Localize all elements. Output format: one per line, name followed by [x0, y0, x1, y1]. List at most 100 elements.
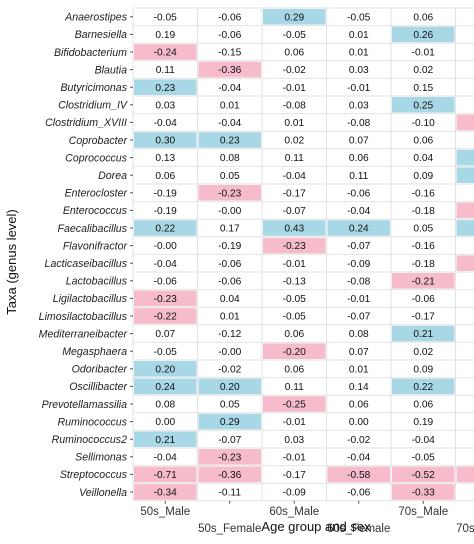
taxon-label: Veillonella: [79, 487, 127, 499]
heatmap-cell: 0.08: [220, 153, 240, 164]
heatmap-cell: -0.02: [347, 435, 371, 446]
cell-value-label: -0.19: [154, 188, 178, 199]
group-label: 70s_Male: [398, 506, 448, 518]
negative-cell-fill: [263, 396, 326, 412]
group-label: 60s_Female: [327, 523, 390, 535]
cell-value-label: 0.22: [413, 382, 433, 393]
negative-cell-fill: [392, 466, 455, 483]
heatmap-cell: 0.06: [413, 136, 433, 147]
heatmap-cell: 0.07: [349, 136, 369, 147]
heatmap-cell: -0.58: [327, 466, 390, 483]
heatmap-cell: 0.21: [456, 149, 474, 166]
cell-value-label: 0.07: [155, 329, 175, 340]
heatmap-cell: -0.05: [283, 312, 307, 323]
cell-value-label: 0.15: [413, 83, 433, 94]
heatmap-cell: -0.17: [283, 470, 307, 481]
heatmap-cell: 0.02: [413, 65, 433, 76]
heatmap-cell: -0.57: [456, 466, 474, 483]
cell-value-label: -0.36: [218, 470, 242, 481]
group-label: 50s_Male: [140, 506, 190, 518]
cell-value-label: -0.15: [218, 48, 242, 59]
heatmap-cell: 0.02: [413, 347, 433, 358]
negative-cell-fill: [456, 202, 474, 219]
negative-cell-fill: [263, 343, 326, 359]
cell-value-label: 0.06: [413, 136, 433, 147]
cell-value-label: -0.05: [283, 30, 307, 41]
cell-value-label: -0.13: [283, 276, 307, 287]
heatmap-cell: 0.02: [284, 136, 304, 147]
cell-value-label: -0.09: [347, 259, 371, 270]
heatmap-cell: -0.01: [412, 48, 436, 59]
taxon-label: Lacticaseibacillus: [45, 258, 128, 270]
negative-cell-fill: [456, 255, 474, 271]
taxon-label: Ligilactobacillus: [53, 293, 128, 305]
cell-value-label: 0.29: [220, 417, 240, 428]
positive-cell-fill: [392, 325, 455, 342]
heatmap-cell: -0.04: [283, 171, 307, 182]
cell-value-label: -0.06: [218, 276, 242, 287]
taxon-label: Megasphaera: [62, 346, 127, 358]
cell-value-label: -0.18: [412, 259, 436, 270]
negative-cell-fill: [198, 185, 261, 201]
taxon-label: Barnesiella: [75, 29, 128, 41]
positive-cell-fill: [198, 378, 261, 395]
positive-cell-fill: [392, 26, 455, 43]
cell-value-label: -0.23: [218, 452, 242, 463]
cell-value-label: -0.05: [412, 452, 436, 463]
heatmap-cell: 0.08: [349, 329, 369, 340]
heatmap-cell: -0.05: [154, 12, 178, 23]
heatmap-cell: -0.34: [134, 484, 197, 500]
positive-cell-fill: [392, 97, 455, 113]
cell-value-label: 0.00: [349, 417, 369, 428]
heatmap-cell: -0.23: [263, 237, 326, 254]
heatmap-cell: -0.02: [218, 364, 242, 375]
cell-value-label: 0.17: [220, 224, 240, 235]
heatmap-cell: -0.08: [347, 276, 371, 287]
heatmap-cell: -0.04: [154, 259, 178, 270]
taxon-label: Odoribacter: [72, 364, 128, 376]
cell-value-label: -0.06: [412, 294, 436, 305]
cell-value-label: -0.04: [218, 83, 242, 94]
negative-cell-fill: [198, 61, 261, 78]
heatmap-cell: -0.52: [392, 466, 455, 483]
positive-cell-fill: [327, 220, 390, 236]
heatmap-cell: 0.06: [413, 12, 433, 23]
taxon-label: Bifidobacterium: [54, 47, 127, 59]
cell-value-label: 0.11: [285, 153, 304, 164]
taxon-label: Faecalibacillus: [58, 223, 128, 235]
cell-value-label: 0.26: [413, 30, 433, 41]
heatmap-cell: -0.21: [392, 273, 455, 289]
heatmap-cell: 0.09: [413, 171, 433, 182]
cell-value-label: -0.04: [154, 118, 178, 129]
cell-value-label: 0.01: [220, 100, 240, 111]
cell-value-label: 0.24: [349, 224, 369, 235]
heatmap-cell: 0.29: [198, 413, 261, 430]
heatmap-cell: 0.01: [220, 312, 240, 323]
cell-value-label: -0.24: [154, 48, 178, 59]
cell-value-label: -0.21: [412, 276, 436, 287]
cell-value-label: -0.04: [154, 259, 178, 270]
negative-cell-fill: [327, 466, 390, 483]
heatmap-cell: 0.05: [220, 400, 240, 411]
cell-value-label: 0.06: [349, 400, 369, 411]
heatmap-cells: -0.05 -0.06 0.29 -0.05 0.06 0.01 0.19 -0.06 -0.0…: [134, 9, 474, 500]
cell-value-label: -0.58: [347, 470, 371, 481]
cell-value-label: -0.05: [154, 347, 178, 358]
heatmap-cell: 0.06: [284, 329, 304, 340]
cell-value-label: -0.07: [347, 312, 371, 323]
heatmap-cell: -0.17: [412, 312, 436, 323]
taxon-label: Enterocloster: [65, 188, 128, 200]
group-label: 50s_Female: [198, 523, 261, 535]
cell-value-label: 0.19: [413, 417, 433, 428]
taxon-label: Lactobacillus: [66, 276, 128, 288]
cell-value-label: -0.12: [218, 329, 242, 340]
cell-value-label: 0.02: [413, 347, 433, 358]
cell-value-label: -0.04: [347, 206, 371, 217]
negative-cell-fill: [456, 466, 474, 483]
cell-value-label: 0.19: [155, 30, 175, 41]
cell-value-label: 0.01: [349, 30, 369, 41]
positive-cell-fill: [263, 9, 326, 25]
positive-cell-fill: [134, 361, 197, 377]
heatmap-cell: 0.22: [134, 220, 197, 236]
negative-cell-fill: [456, 114, 474, 131]
